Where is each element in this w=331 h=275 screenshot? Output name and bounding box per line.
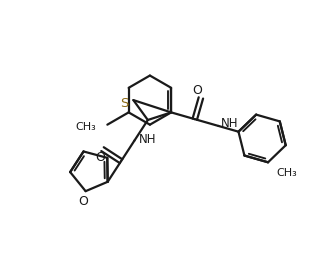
Text: NH: NH [221,117,239,130]
Text: O: O [78,195,88,208]
Text: CH₃: CH₃ [276,168,297,178]
Text: S: S [120,97,128,109]
Text: NH: NH [139,133,157,146]
Text: CH₃: CH₃ [75,122,96,132]
Text: O: O [96,151,105,164]
Text: O: O [192,84,202,97]
